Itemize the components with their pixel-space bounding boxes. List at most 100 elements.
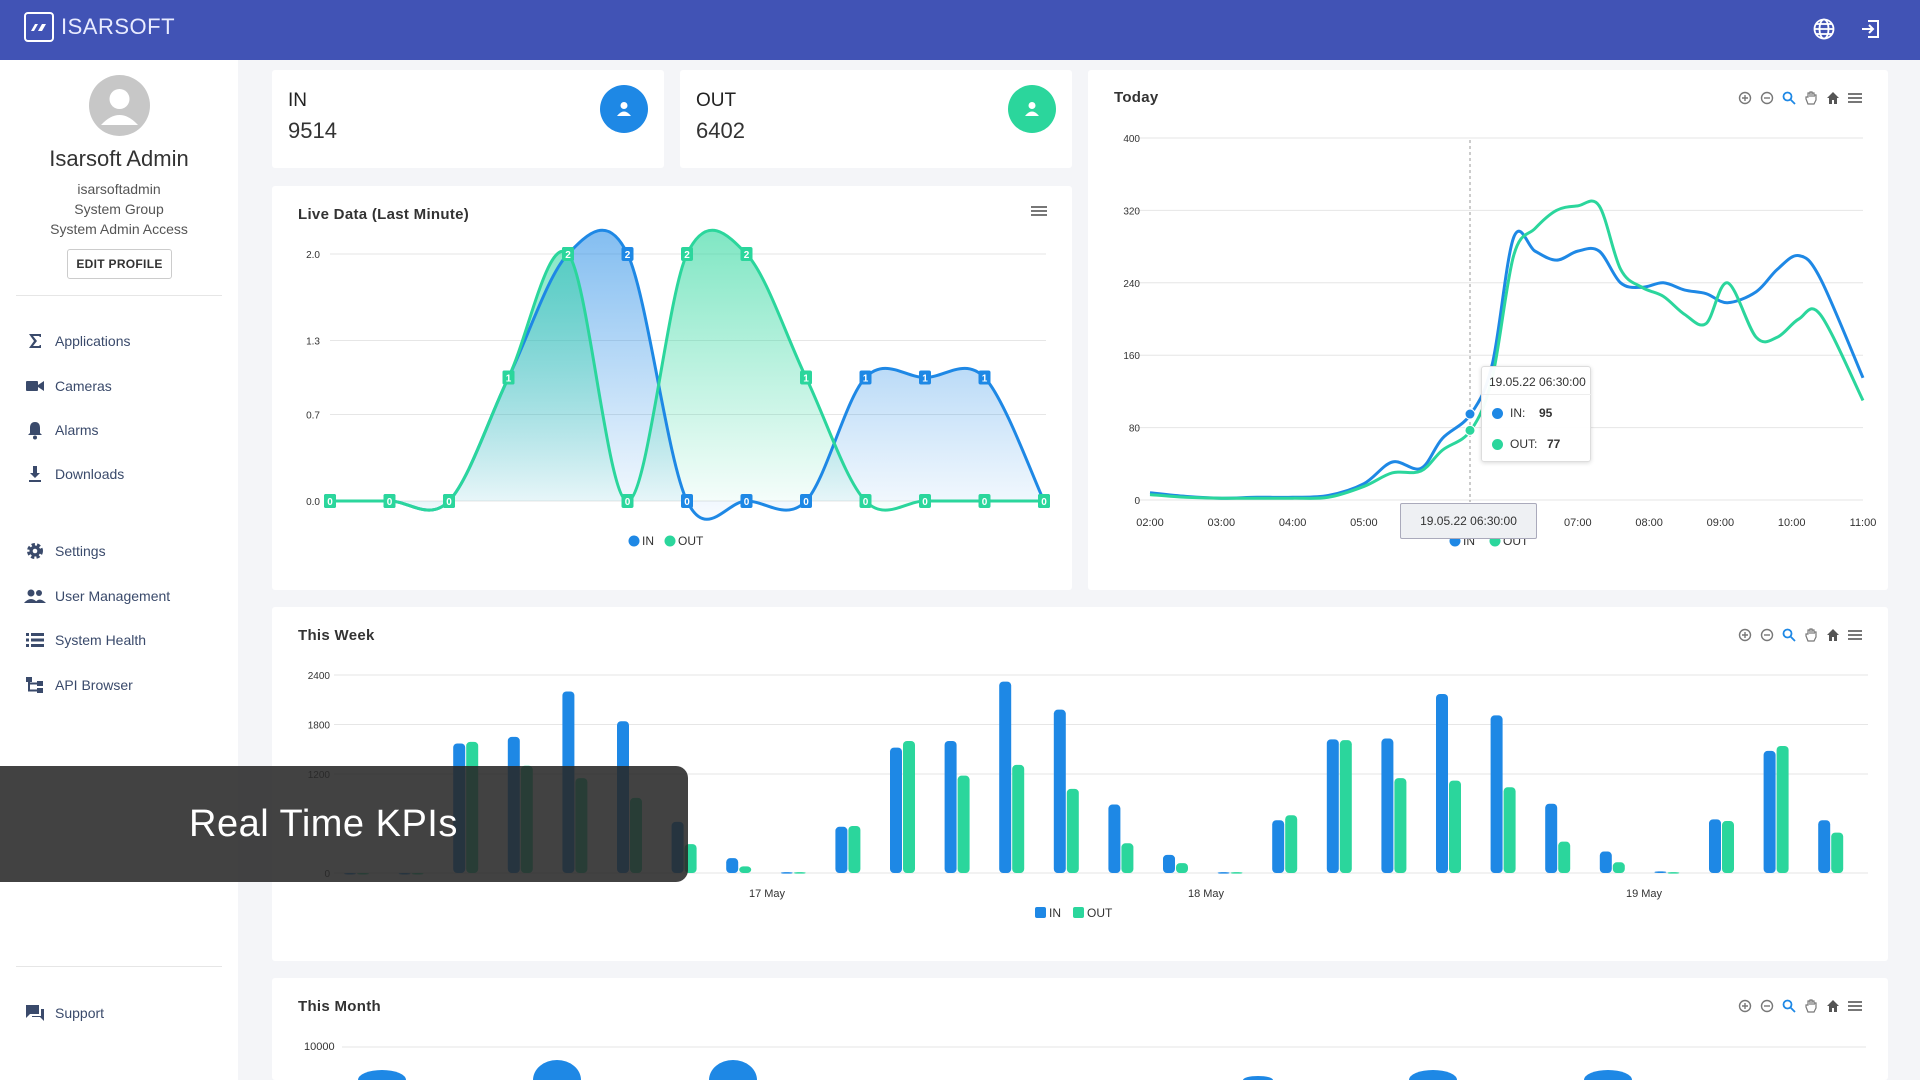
caption-overlay: Real Time KPIs <box>0 766 688 882</box>
bar-in <box>999 681 1012 873</box>
logout-icon[interactable] <box>1858 16 1884 42</box>
data-label-box <box>919 370 931 385</box>
bar-out <box>1012 764 1025 873</box>
sidebar-item-applications[interactable]: Applications <box>24 328 131 354</box>
zoom-out-icon[interactable] <box>1756 90 1778 106</box>
series-area-out <box>330 230 1044 511</box>
bar-in <box>1053 709 1066 873</box>
sidebar-item-system-health[interactable]: System Health <box>24 627 146 653</box>
menu-icon[interactable] <box>1844 90 1866 106</box>
data-label: 0 <box>744 497 750 508</box>
x-tick-label: 11:00 <box>1850 517 1877 529</box>
zoom-in-icon[interactable] <box>1734 627 1756 643</box>
avatar[interactable] <box>89 75 150 136</box>
y-tick-label: 0 <box>1134 496 1140 507</box>
sidebar-item-label: API Browser <box>55 677 133 693</box>
live-data-chart: 2.01.30.70.000012200011100001202210000IN… <box>306 228 1050 548</box>
data-label-box <box>800 370 812 385</box>
y-tick-label: 320 <box>1123 206 1140 217</box>
y-tick-label: 2400 <box>308 671 331 682</box>
sidebar-item-downloads[interactable]: Downloads <box>24 461 124 487</box>
person-icon <box>600 85 648 133</box>
chart-toolbar <box>1734 90 1866 106</box>
legend-label: IN <box>642 534 654 548</box>
data-label: 0 <box>387 497 393 508</box>
y-tick-label: 240 <box>1123 279 1140 290</box>
menu-icon[interactable] <box>1844 998 1866 1014</box>
pan-hand-icon[interactable] <box>1800 627 1822 643</box>
x-tick-label: 08:00 <box>1635 517 1663 529</box>
brand-logo[interactable]: ISARSOFT <box>24 12 175 42</box>
magnifier-icon[interactable] <box>1778 90 1800 106</box>
tooltip-out-value: 77 <box>1547 437 1561 451</box>
bar-out <box>1339 740 1352 873</box>
pan-hand-icon[interactable] <box>1800 998 1822 1014</box>
sidebar-item-alarms[interactable]: Alarms <box>24 417 99 443</box>
kpi-in-label: IN <box>288 90 307 111</box>
menu-icon[interactable] <box>1030 204 1048 223</box>
sidebar-item-settings[interactable]: Settings <box>24 538 106 564</box>
data-label: 1 <box>803 374 809 385</box>
data-label-box <box>978 370 991 385</box>
legend-label: OUT <box>678 534 704 548</box>
week-title: This Week <box>298 627 375 644</box>
data-label-box <box>740 494 753 508</box>
legend-marker-in <box>1492 408 1503 419</box>
magnifier-icon[interactable] <box>1778 998 1800 1014</box>
sidebar-item-user-management[interactable]: User Management <box>24 583 170 609</box>
y-tick-label: 80 <box>1129 424 1141 435</box>
data-label: 0 <box>922 497 928 508</box>
bar-out <box>1667 872 1680 874</box>
month-title: This Month <box>298 998 381 1015</box>
data-label-box <box>621 247 634 261</box>
magnifier-icon[interactable] <box>1778 627 1800 643</box>
x-tick-label: 07:00 <box>1564 517 1592 529</box>
menu-icon[interactable] <box>1844 627 1866 643</box>
today-card: Today 0 80 160 240 320 400 02:00 03:00 04:00 05:0… <box>1088 70 1888 590</box>
x-tick-label: 09:00 <box>1707 517 1735 529</box>
zoom-out-icon[interactable] <box>1756 627 1778 643</box>
sidebar-item-label: Support <box>55 1005 105 1021</box>
series-line-out <box>330 228 1044 512</box>
top-bar: ISARSOFT <box>0 0 1920 60</box>
home-icon[interactable] <box>1822 627 1844 643</box>
bar-out <box>1285 815 1298 873</box>
bell-icon <box>24 419 46 441</box>
sidebar-item-support[interactable]: Support <box>24 1000 104 1026</box>
y-tick-label: 0.0 <box>306 497 320 508</box>
sidebar-item-label: Downloads <box>55 466 125 482</box>
legend-marker-out <box>1492 439 1503 450</box>
sidebar-item-label: Applications <box>55 333 131 349</box>
edit-profile-button[interactable]: EDIT PROFILE <box>67 249 172 279</box>
x-tick-label: 03:00 <box>1208 517 1236 529</box>
live-data-title: Live Data (Last Minute) <box>298 206 470 223</box>
today-title: Today <box>1114 89 1159 106</box>
data-label: 0 <box>982 497 988 508</box>
home-icon[interactable] <box>1822 90 1844 106</box>
legend-marker-out <box>664 535 676 547</box>
hover-point-out <box>1464 424 1476 436</box>
sidebar-item-api-browser[interactable]: API Browser <box>24 672 133 698</box>
bar-out <box>1449 780 1461 873</box>
zoom-in-icon[interactable] <box>1734 998 1756 1014</box>
isarsoft-logo-icon <box>24 12 54 42</box>
data-label-box <box>383 494 396 508</box>
sidebar-item-cameras[interactable]: Cameras <box>24 373 112 399</box>
x-tick-label: 18 May <box>1188 888 1225 900</box>
tooltip-divider <box>1482 394 1592 395</box>
globe-icon[interactable] <box>1811 16 1837 42</box>
y-tick-label: 0.7 <box>306 411 320 422</box>
home-icon[interactable] <box>1822 998 1844 1014</box>
zoom-out-icon[interactable] <box>1756 998 1778 1014</box>
series-line-out <box>1149 199 1865 500</box>
legend-marker-in <box>1035 907 1046 918</box>
pan-hand-icon[interactable] <box>1800 90 1822 106</box>
data-label: 0 <box>803 497 809 508</box>
legend-label: OUT <box>1087 906 1113 920</box>
profile-group: System Group <box>74 201 164 217</box>
zoom-in-icon[interactable] <box>1734 90 1756 106</box>
kpi-in-value: 9514 <box>288 118 337 143</box>
data-label-box <box>443 494 455 508</box>
bar-out <box>1121 843 1134 873</box>
profile-username: isarsoftadmin <box>77 181 161 197</box>
